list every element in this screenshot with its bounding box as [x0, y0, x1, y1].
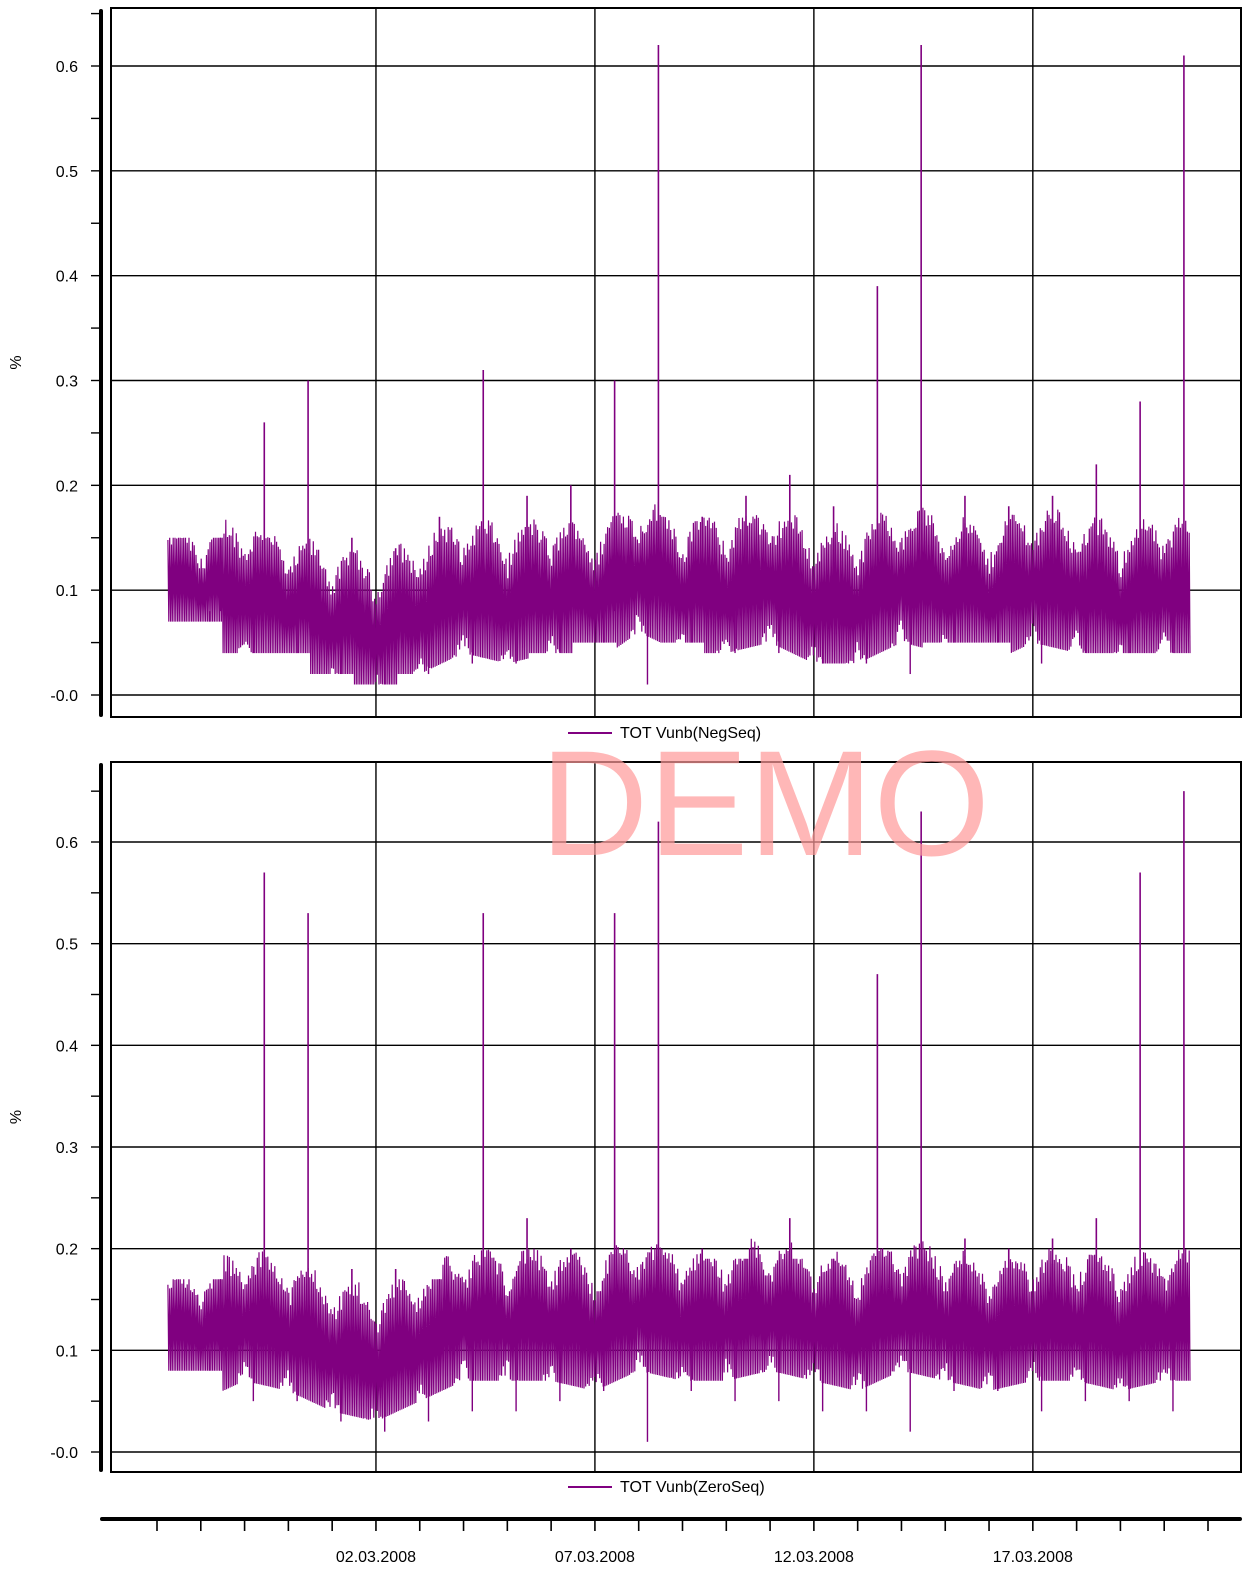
chart-panel-negseq: -0.0 0.1 0.2 0.3 0.4 0.5 0.6% TOT Vunb(NegSeq)	[8, 7, 1242, 742]
x-tick-label: 17.03.2008	[993, 1549, 1073, 1566]
y-tick-label: 0.1	[56, 583, 78, 600]
x-tick-label: 07.03.2008	[555, 1549, 635, 1566]
y-tick-label: 0.5	[56, 164, 78, 181]
y-axis: -0.0 0.1 0.2 0.3 0.4 0.5 0.6%	[8, 9, 103, 717]
plot-frame	[110, 7, 1242, 718]
legend-label: TOT Vunb(ZeroSeq)	[620, 1479, 765, 1496]
x-tick-label: 12.03.2008	[774, 1549, 854, 1566]
x-tick-label: 02.03.2008	[336, 1549, 416, 1566]
chart-panel-zeroseq: -0.0 0.1 0.2 0.3 0.4 0.5 0.6% TOT Vunb(ZeroSeq)	[8, 761, 1242, 1496]
legend: TOT Vunb(NegSeq)	[568, 725, 761, 742]
series-line	[167, 1238, 1191, 1420]
y-tick-label: -0.0	[50, 1445, 78, 1462]
y-tick-label: 0.4	[56, 269, 78, 286]
legend-label: TOT Vunb(NegSeq)	[620, 725, 761, 742]
y-tick-label: 0.2	[56, 1242, 78, 1259]
y-tick-label: 0.2	[56, 478, 78, 495]
y-axis-label: %	[8, 355, 25, 369]
legend: TOT Vunb(ZeroSeq)	[568, 1479, 765, 1496]
y-tick-label: 0.3	[56, 1140, 78, 1157]
series-line	[167, 501, 1191, 685]
shared-x-axis: 02.03.2008 07.03.2008 12.03.2008 17.03.2008	[100, 1517, 1242, 1566]
demo-watermark: DEMO	[540, 719, 990, 887]
plot-frame	[110, 761, 1242, 1473]
y-axis-label: %	[8, 1110, 25, 1124]
y-tick-label: 0.3	[56, 374, 78, 391]
y-tick-label: 0.6	[56, 835, 78, 852]
y-tick-label: 0.4	[56, 1038, 78, 1055]
y-axis: -0.0 0.1 0.2 0.3 0.4 0.5 0.6%	[8, 763, 103, 1472]
y-tick-label: -0.0	[50, 688, 78, 705]
y-tick-label: 0.5	[56, 937, 78, 954]
y-tick-label: 0.6	[56, 59, 78, 76]
y-tick-label: 0.1	[56, 1343, 78, 1360]
